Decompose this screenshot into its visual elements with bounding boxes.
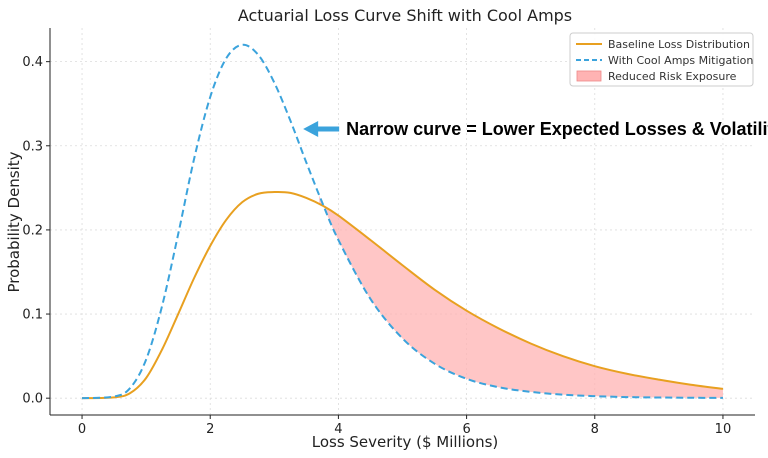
x-tick-label: 10 bbox=[715, 422, 732, 437]
legend-reduced-risk-label: Reduced Risk Exposure bbox=[608, 70, 737, 83]
annotation: Narrow curve = Lower Expected Losses & V… bbox=[303, 119, 768, 139]
annotation-arrow-head bbox=[303, 120, 319, 137]
series-layer bbox=[81, 43, 724, 400]
axes bbox=[49, 28, 755, 416]
x-tick-label: 2 bbox=[206, 422, 214, 437]
x-tick-label: 8 bbox=[591, 422, 599, 437]
y-tick-label: 0.2 bbox=[22, 223, 43, 238]
ticks: 0 2 4 6 8 10 0.0 0.1 0.2 0.3 0.4 bbox=[22, 55, 731, 437]
legend-box bbox=[569, 32, 754, 87]
mitigated-loss-line bbox=[81, 43, 723, 400]
y-tick-label: 0.4 bbox=[22, 55, 43, 70]
y-axis-title: Probability Density bbox=[5, 151, 23, 292]
baseline-loss-line bbox=[82, 190, 724, 400]
annotation-text: Narrow curve = Lower Expected Losses & V… bbox=[346, 119, 768, 139]
x-tick-label: 0 bbox=[78, 422, 86, 437]
x-tick-label: 4 bbox=[334, 422, 342, 437]
y-tick-label: 0.3 bbox=[22, 139, 43, 154]
reduced-risk-area-layer bbox=[319, 194, 723, 398]
y-tick-label: 0.0 bbox=[22, 392, 43, 407]
legend-mitigated-label: With Cool Amps Mitigation bbox=[608, 54, 753, 67]
x-axis-title: Loss Severity ($ Millions) bbox=[312, 433, 499, 451]
reduced-risk-area bbox=[319, 194, 723, 398]
legend: Baseline Loss Distribution With Cool Amps… bbox=[569, 32, 754, 87]
y-tick-label: 0.1 bbox=[22, 308, 43, 323]
chart-title: Actuarial Loss Curve Shift with Cool Amp… bbox=[238, 6, 572, 25]
x-tick-label: 6 bbox=[462, 422, 470, 437]
legend-baseline-label: Baseline Loss Distribution bbox=[608, 38, 750, 51]
legend-reduced-risk-swatch bbox=[576, 70, 602, 82]
